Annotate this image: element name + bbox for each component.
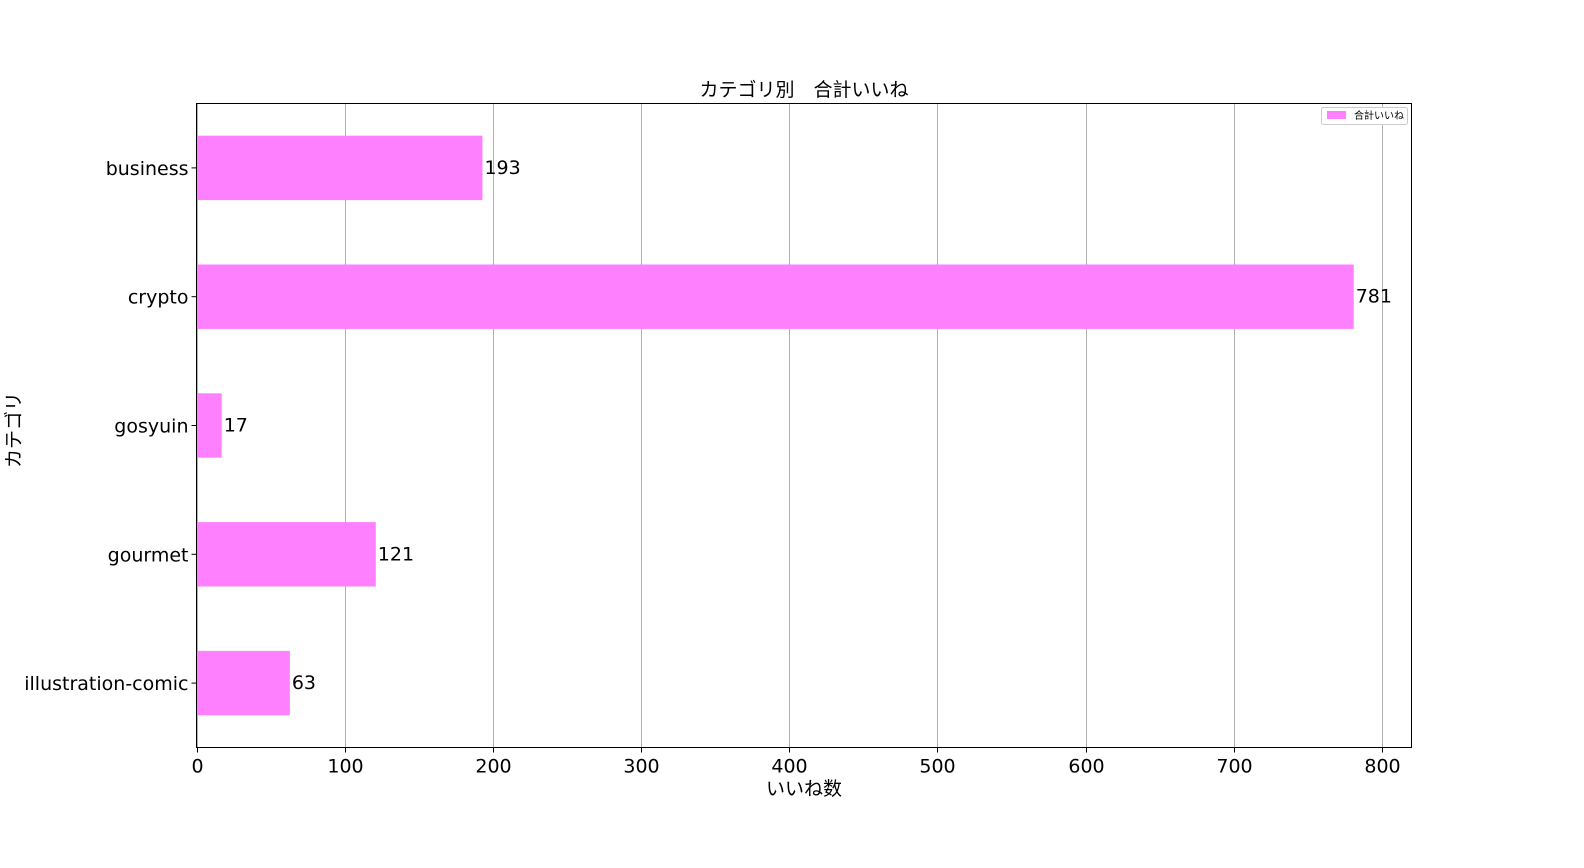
- x-tick-label: 800: [1364, 756, 1400, 778]
- y-tick-label: illustration-comic: [24, 673, 188, 695]
- y-tick-label: business: [106, 158, 189, 180]
- bar-business: [196, 135, 483, 201]
- data-label: 63: [292, 672, 316, 694]
- bar-illustration-comic: [196, 650, 290, 716]
- y-tick-label: gourmet: [108, 544, 189, 566]
- data-label: 121: [378, 543, 414, 565]
- y-tick-label: crypto: [128, 287, 189, 309]
- legend-swatch: [1327, 111, 1346, 119]
- x-tick-label: 400: [771, 756, 807, 778]
- x-tick-label: 0: [191, 756, 203, 778]
- x-tick-label: 600: [1068, 756, 1104, 778]
- x-tick-label: 100: [327, 756, 363, 778]
- data-label: 193: [484, 157, 520, 179]
- bar-gosyuin: [196, 393, 222, 458]
- bar-crypto: [196, 264, 1354, 329]
- y-tick-label: gosyuin: [114, 416, 188, 438]
- bar-gourmet: [196, 522, 376, 587]
- x-tick-label: 300: [623, 756, 659, 778]
- x-axis-label: いいね数: [766, 778, 842, 800]
- x-tick-label: 500: [919, 756, 955, 778]
- legend-label: 合計いいね: [1354, 109, 1404, 122]
- x-tick-label: 200: [475, 756, 511, 778]
- chart-title: カテゴリ別 合計いいね: [699, 79, 908, 101]
- legend: 合計いいね: [1321, 107, 1408, 125]
- data-label: 781: [1356, 286, 1392, 308]
- data-label: 17: [224, 415, 248, 437]
- x-tick-label: 700: [1216, 756, 1252, 778]
- y-axis-label: カテゴリ: [3, 392, 25, 468]
